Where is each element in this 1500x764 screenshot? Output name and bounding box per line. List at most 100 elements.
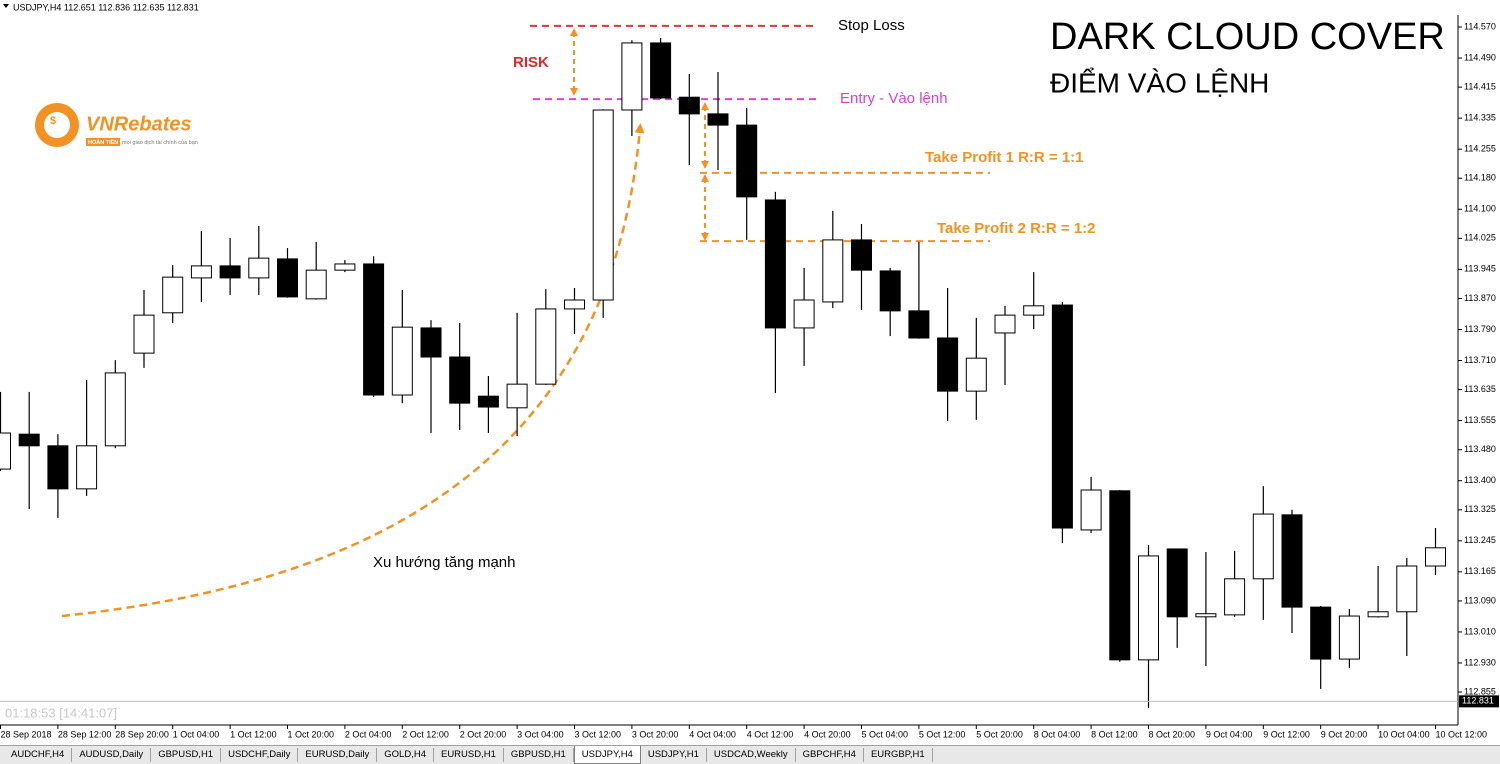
y-tick-label: 114.180 bbox=[1464, 173, 1496, 183]
x-tick-label: 1 Oct 12:00 bbox=[230, 729, 277, 739]
x-tick-label: 4 Oct 20:00 bbox=[804, 729, 851, 739]
symbol-tab[interactable]: GOLD,H4 bbox=[377, 748, 434, 762]
candle-body bbox=[707, 113, 729, 126]
candle-body bbox=[678, 96, 700, 115]
symbol-tab[interactable]: USDCAD,Weekly bbox=[707, 748, 796, 762]
candle-body bbox=[477, 395, 499, 408]
candle-body bbox=[334, 263, 356, 271]
symbol-tab[interactable]: GBPUSD,H1 bbox=[504, 748, 574, 762]
candle-body bbox=[1051, 304, 1073, 529]
y-tick-label: 113.480 bbox=[1464, 444, 1496, 454]
x-tick-label: 1 Oct 04:00 bbox=[173, 729, 220, 739]
candle-body bbox=[47, 445, 69, 490]
logo-slogan: mọi giao dịch tài chính của bạn bbox=[122, 139, 198, 146]
x-tick-label: 8 Oct 20:00 bbox=[1149, 729, 1196, 739]
x-tick-label: 8 Oct 04:00 bbox=[1034, 729, 1081, 739]
candle-body bbox=[851, 239, 872, 271]
symbol-tab[interactable]: USDJPY,H1 bbox=[641, 748, 707, 762]
x-tick-label: 2 Oct 04:00 bbox=[345, 729, 392, 739]
x-tick-label: 5 Oct 04:00 bbox=[862, 729, 909, 739]
y-tick-label: 113.400 bbox=[1464, 475, 1496, 485]
y-tick-label: 113.635 bbox=[1464, 384, 1496, 394]
candle-body bbox=[18, 433, 40, 447]
candle-body bbox=[391, 326, 413, 396]
candle-body bbox=[908, 310, 930, 339]
y-tick-label: 112.930 bbox=[1464, 657, 1496, 667]
symbol-tab[interactable]: AUDUSD,Daily bbox=[72, 748, 152, 762]
candle-body bbox=[1166, 548, 1188, 618]
candle-body bbox=[0, 432, 11, 470]
candle-body bbox=[219, 265, 241, 279]
y-tick-label: 114.025 bbox=[1464, 233, 1496, 243]
candle-body bbox=[1425, 547, 1446, 567]
x-tick-label: 9 Oct 04:00 bbox=[1206, 729, 1253, 739]
current-price-box bbox=[1459, 695, 1499, 708]
symbol-tab[interactable]: EURGBP,H1 bbox=[864, 748, 933, 762]
candle-body bbox=[1338, 615, 1360, 660]
candle-body bbox=[764, 199, 786, 329]
symbol-tab[interactable]: GBPUSD,H1 bbox=[151, 748, 222, 762]
candle-body bbox=[1080, 489, 1102, 531]
x-tick-label: 5 Oct 20:00 bbox=[976, 729, 1023, 739]
symbol-tab[interactable]: EURUSD,H1 bbox=[434, 748, 504, 762]
candle-body bbox=[937, 337, 959, 392]
trend-label: Xu hướng tăng mạnh bbox=[373, 554, 515, 571]
x-tick-label: 10 Oct 04:00 bbox=[1378, 729, 1430, 739]
y-tick-label: 114.490 bbox=[1464, 52, 1496, 62]
candle-body bbox=[1396, 565, 1418, 613]
y-tick-label: 114.255 bbox=[1464, 144, 1496, 154]
x-tick-label: 1 Oct 20:00 bbox=[288, 729, 335, 739]
candle-body bbox=[965, 357, 987, 392]
y-tick-label: 113.790 bbox=[1464, 324, 1496, 334]
y-tick-label: 113.710 bbox=[1464, 355, 1496, 365]
y-tick-label: 113.245 bbox=[1464, 535, 1496, 545]
logo-icon-inner bbox=[44, 112, 70, 138]
x-tick-label: 10 Oct 12:00 bbox=[1436, 729, 1488, 739]
candle-body bbox=[1367, 611, 1389, 618]
chart: USDJPY,H4 112.651 112.836 112.635 112.83… bbox=[0, 0, 1500, 745]
candle-body bbox=[1109, 490, 1131, 661]
level-label: Take Profit 2 R:R = 1:2 bbox=[937, 220, 1096, 237]
y-tick-label: 113.165 bbox=[1464, 566, 1496, 576]
chart-title: DARK CLOUD COVER bbox=[1050, 16, 1445, 58]
background bbox=[0, 0, 1500, 745]
candle-body bbox=[793, 299, 815, 329]
symbol-tab[interactable]: USDJPY,H4 bbox=[573, 746, 641, 764]
candle-body bbox=[592, 109, 614, 301]
symbol-tab[interactable]: GBPCHF,H4 bbox=[796, 748, 864, 762]
y-tick-label: 113.870 bbox=[1464, 293, 1496, 303]
y-tick-label: 113.945 bbox=[1464, 264, 1496, 274]
y-tick-label: 114.335 bbox=[1464, 113, 1496, 123]
candle-body bbox=[879, 270, 901, 312]
candle-body bbox=[104, 372, 126, 447]
symbol-tab[interactable]: USDCHF,Daily bbox=[221, 748, 299, 762]
y-tick-label: 112.855 bbox=[1464, 686, 1496, 696]
level-label: Entry - Vào lệnh bbox=[840, 90, 948, 107]
symbol-tab[interactable]: EURUSD,Daily bbox=[298, 748, 378, 762]
timer: 01:18:53 [14:41:07] bbox=[5, 705, 117, 720]
candle-body bbox=[1195, 613, 1217, 618]
candle-body bbox=[133, 314, 155, 354]
chart-subtitle: ĐIỂM VÀO LỆNH bbox=[1050, 67, 1269, 98]
candle-body bbox=[305, 269, 327, 300]
tab-bar: AUDCHF,H4 AUDUSD,Daily GBPUSD,H1 USDCHF,Dai… bbox=[0, 745, 1500, 764]
logo-name: VNRebates bbox=[86, 113, 192, 135]
logo-tag: HOÀN TIỀN bbox=[88, 139, 118, 146]
symbol-tab[interactable]: AUDCHF,H4 bbox=[4, 748, 73, 762]
x-tick-label: 28 Sep 2018 bbox=[1, 729, 52, 739]
candle-body bbox=[1023, 305, 1045, 316]
x-tick-label: 3 Oct 04:00 bbox=[517, 729, 564, 739]
candle-body bbox=[277, 258, 298, 298]
candle-body bbox=[1224, 578, 1246, 616]
candle-body bbox=[162, 276, 184, 314]
y-tick-label: 114.415 bbox=[1464, 81, 1496, 91]
x-tick-label: 28 Sep 20:00 bbox=[115, 729, 169, 739]
candle-body bbox=[994, 314, 1016, 334]
x-tick-label: 2 Oct 12:00 bbox=[402, 729, 449, 739]
header-arrow bbox=[3, 4, 9, 8]
y-tick-label: 113.090 bbox=[1464, 595, 1496, 605]
x-tick-label: 9 Oct 12:00 bbox=[1263, 729, 1310, 739]
y-tick-label: 114.570 bbox=[1464, 21, 1496, 31]
candle-body bbox=[420, 327, 442, 358]
